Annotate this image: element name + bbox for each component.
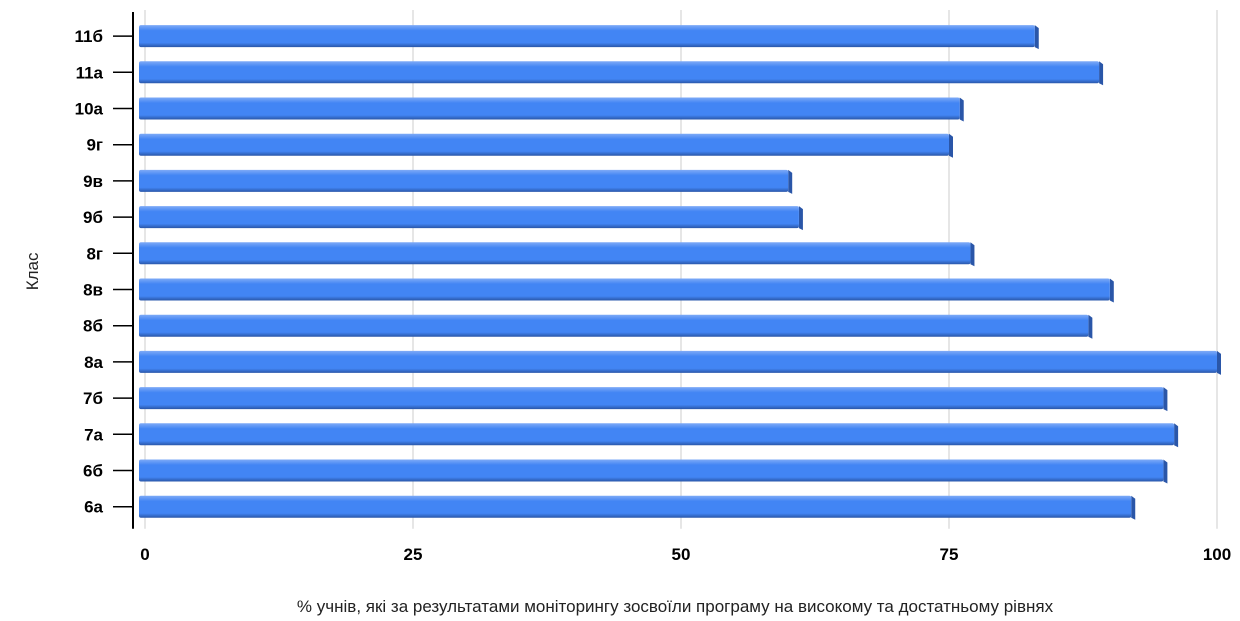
- bar-8в: [139, 278, 1114, 303]
- bar-rect: [139, 350, 1217, 373]
- bar-rect: [139, 206, 799, 229]
- bar-side: [1163, 387, 1168, 412]
- y-tick-label: 9в: [83, 172, 103, 191]
- bar-side: [970, 242, 975, 267]
- bar-9б: [139, 206, 803, 231]
- bar-rect: [139, 61, 1100, 84]
- x-tick-label: 75: [940, 545, 959, 564]
- grid-lines: [144, 10, 1218, 529]
- bar-rect: [139, 495, 1132, 518]
- y-tick-label: 7а: [84, 425, 103, 444]
- bar-side: [1099, 61, 1104, 86]
- bar-rect: [139, 25, 1035, 48]
- y-tick-label: 9б: [83, 208, 103, 227]
- y-tick-label: 8г: [86, 244, 103, 263]
- bar-rect: [139, 169, 789, 192]
- bar-side: [1174, 423, 1179, 448]
- bar-6а: [139, 495, 1136, 520]
- y-tick-label: 6а: [84, 498, 103, 517]
- y-axis-title: Клас: [23, 252, 42, 290]
- bar-rect: [139, 387, 1164, 410]
- bar-rect: [139, 97, 960, 120]
- bar-side: [949, 133, 953, 158]
- bar-side: [1109, 278, 1114, 303]
- bars: [139, 25, 1221, 520]
- bar-11б: [139, 25, 1039, 50]
- x-tick-label: 50: [672, 545, 691, 564]
- bar-6б: [139, 459, 1168, 484]
- bar-9г: [139, 133, 953, 158]
- x-axis-title: % учнів, які за результатами моніторингу…: [297, 597, 1054, 616]
- y-tick-label: 11б: [75, 27, 103, 46]
- bar-8а: [139, 350, 1221, 375]
- y-tick-label: 7б: [83, 389, 103, 408]
- y-tick-label: 6б: [83, 462, 103, 481]
- bar-8г: [139, 242, 975, 267]
- y-tick-label: 8а: [84, 353, 103, 372]
- x-axis-ticks: 0 25 50 75 100: [140, 545, 1231, 564]
- bar-7б: [139, 387, 1168, 412]
- bar-rect: [139, 314, 1089, 337]
- bar-rect: [139, 242, 971, 265]
- bar-rect: [139, 459, 1164, 482]
- bar-side: [788, 169, 793, 194]
- y-tick-label: 10а: [75, 100, 104, 119]
- y-tick-label: 8б: [83, 317, 103, 336]
- x-tick-label: 25: [404, 545, 423, 564]
- bar-11а: [139, 61, 1104, 86]
- bar-rect: [139, 278, 1110, 301]
- bar-side: [1034, 25, 1039, 50]
- bar-7а: [139, 423, 1179, 448]
- y-tick-label: 11а: [76, 63, 104, 82]
- bar-side: [798, 206, 803, 231]
- bar-side: [1131, 495, 1136, 520]
- bar-side: [1088, 314, 1093, 339]
- bar-10а: [139, 97, 964, 122]
- bar-9в: [139, 169, 793, 194]
- bar-side: [1163, 459, 1168, 484]
- y-tick-label: 9г: [86, 136, 103, 155]
- bar-side: [1217, 350, 1221, 375]
- bar-side: [959, 97, 964, 122]
- x-tick-label: 0: [140, 545, 149, 564]
- bar-rect: [139, 133, 949, 156]
- y-tick-label: 8в: [83, 281, 103, 300]
- x-tick-label: 100: [1203, 545, 1231, 564]
- y-axis-ticks: 11б 11а 10а 9г 9в 9б 8г 8в 8б 8а 7б 7а 6б 6а: [75, 27, 133, 517]
- bar-rect: [139, 423, 1175, 446]
- bar-8б: [139, 314, 1093, 339]
